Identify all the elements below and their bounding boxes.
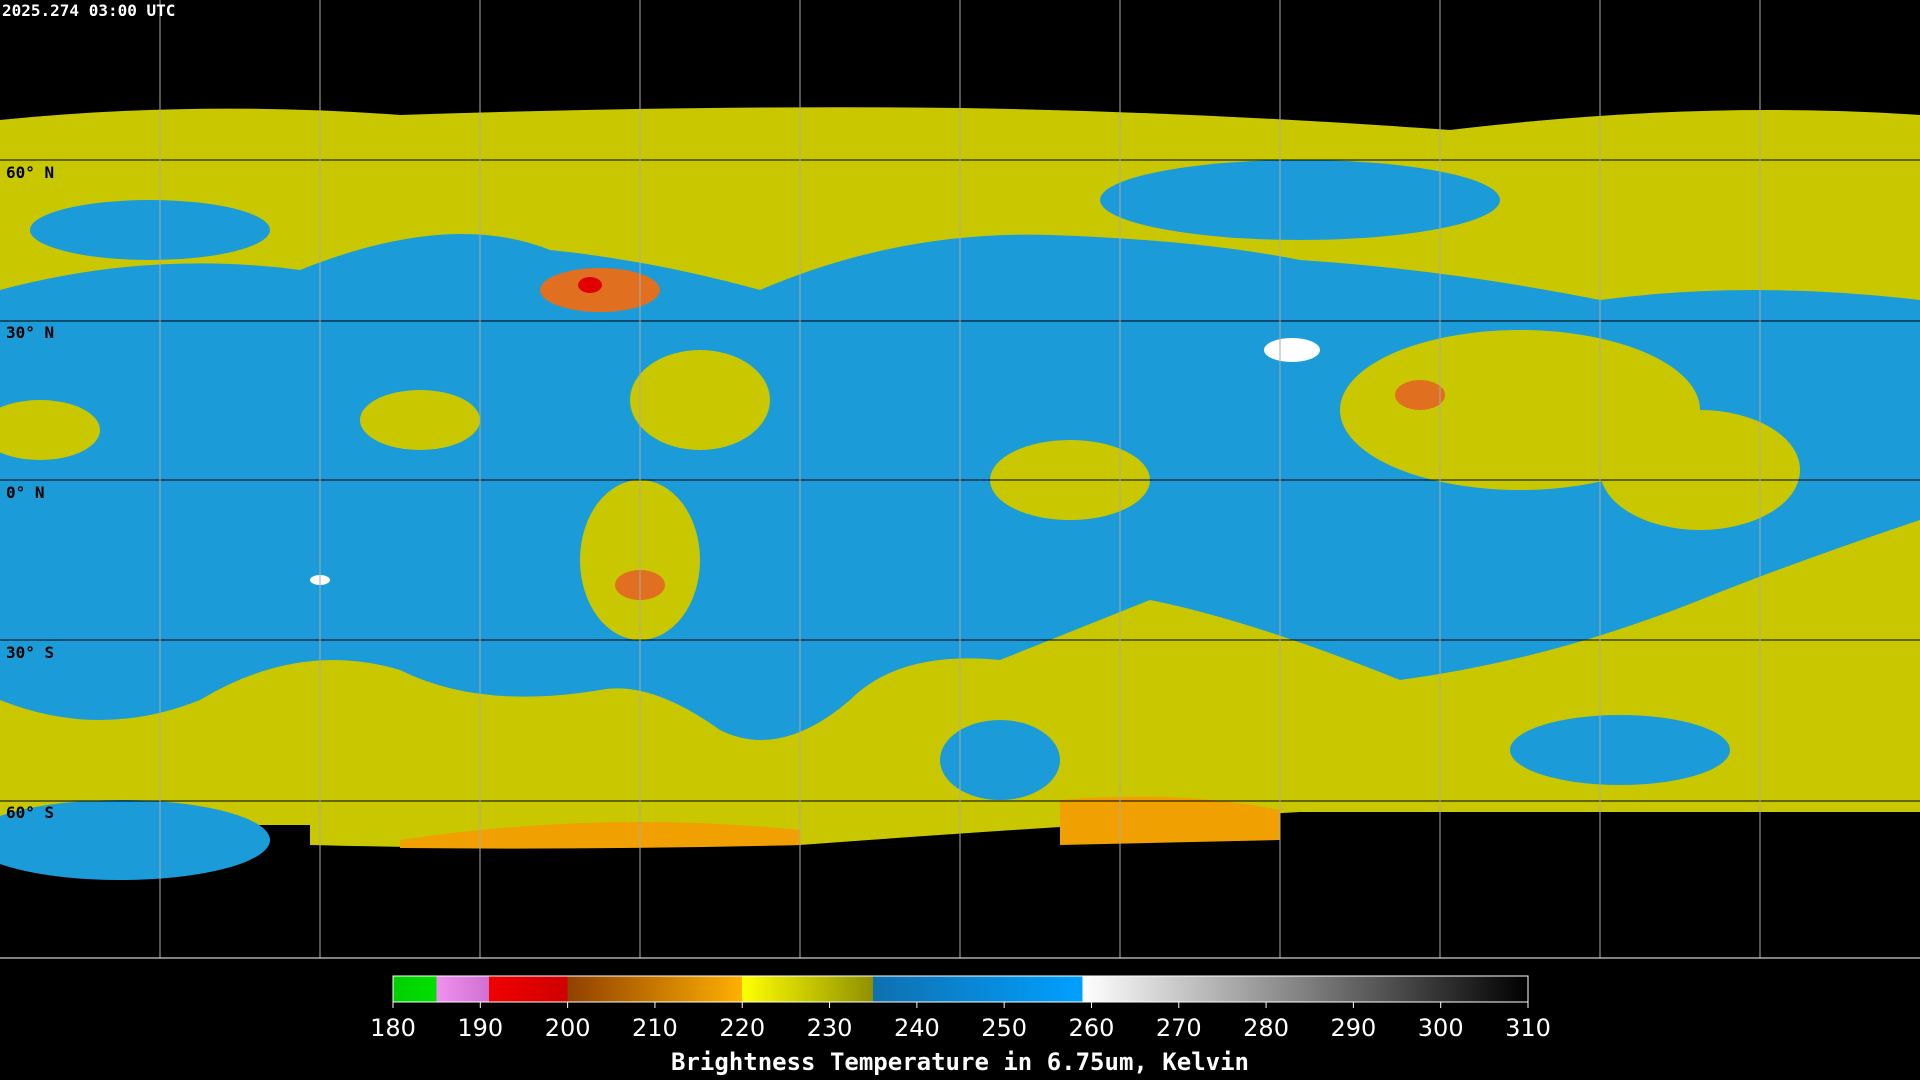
colorbar-tick-label: 270 xyxy=(1156,1014,1202,1042)
colorbar-tick-label: 230 xyxy=(807,1014,853,1042)
lat-label: 30° N xyxy=(6,323,54,342)
lon-grid xyxy=(159,0,1761,958)
colorbar-tick-label: 300 xyxy=(1418,1014,1464,1042)
colorbar-tick-label: 290 xyxy=(1330,1014,1376,1042)
colorbar-tick-label: 210 xyxy=(632,1014,678,1042)
colorbar-label: Brightness Temperature in 6.75um, Kelvin xyxy=(671,1048,1249,1076)
lat-label: 0° N xyxy=(6,483,45,502)
colorbar-tick-label: 310 xyxy=(1505,1014,1551,1042)
lat-label: 60° S xyxy=(6,803,54,822)
colorbar xyxy=(392,975,1529,1003)
colorbar-tick-label: 180 xyxy=(370,1014,416,1042)
colorbar-tick-label: 200 xyxy=(545,1014,591,1042)
lat-label: 60° N xyxy=(6,163,54,182)
lat-label: 30° S xyxy=(6,643,54,662)
colorbar-tick-label: 190 xyxy=(457,1014,503,1042)
timestamp: 2025.274 03:00 UTC xyxy=(2,1,175,20)
colorbar-tick-label: 240 xyxy=(894,1014,940,1042)
colorbar-tick-label: 250 xyxy=(981,1014,1027,1042)
colorbar-tick-label: 260 xyxy=(1069,1014,1115,1042)
colorbar-tick-label: 280 xyxy=(1243,1014,1289,1042)
colorbar-tick-label: 220 xyxy=(719,1014,765,1042)
